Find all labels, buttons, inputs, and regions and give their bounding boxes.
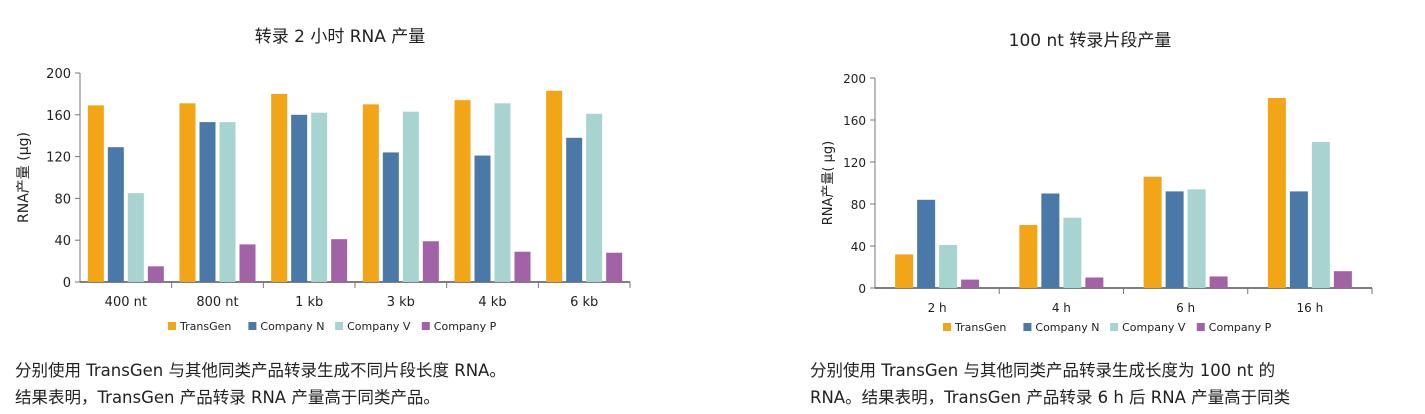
x-tick-label: 800 nt bbox=[196, 295, 238, 310]
bar-company-n bbox=[291, 114, 308, 282]
bar-company-v bbox=[1063, 217, 1082, 288]
bar-company-p bbox=[1209, 276, 1228, 288]
bar-company-n bbox=[917, 199, 936, 288]
bar-company-p bbox=[514, 251, 531, 282]
bar-company-v bbox=[402, 111, 419, 282]
legend-swatch-transgen bbox=[168, 322, 176, 330]
legend-label: Company N bbox=[260, 320, 324, 333]
bar-transgen bbox=[895, 254, 914, 288]
bar-company-n bbox=[1041, 193, 1060, 288]
legend-swatch-company-n bbox=[1023, 323, 1032, 331]
legend-label: Company N bbox=[1035, 321, 1099, 334]
bar-company-n bbox=[382, 152, 399, 282]
y-tick-label: 40 bbox=[54, 234, 71, 249]
x-tick-label: 6 h bbox=[1176, 301, 1195, 315]
bar-company-n bbox=[1289, 191, 1308, 288]
bar-company-n bbox=[199, 122, 216, 283]
bar-company-n bbox=[566, 137, 583, 282]
legend-swatch-company-p bbox=[1196, 323, 1205, 331]
y-tick-label: 120 bbox=[46, 151, 71, 166]
legend-swatch-transgen bbox=[943, 323, 951, 331]
y-tick-label: 0 bbox=[63, 276, 71, 291]
bar-company-p bbox=[1085, 277, 1104, 288]
bar-transgen bbox=[546, 90, 563, 282]
bar-company-p bbox=[422, 241, 439, 282]
bar-company-v bbox=[939, 244, 958, 288]
x-tick-label: 4 h bbox=[1052, 301, 1071, 315]
y-axis-label: RNA产量 (μg) bbox=[16, 132, 32, 223]
y-axis-label: RNA产量( μg) bbox=[821, 141, 836, 225]
y-tick-label: 200 bbox=[843, 72, 866, 86]
legend-label: TransGen bbox=[179, 320, 231, 333]
bar-company-v bbox=[1187, 189, 1206, 288]
bar-company-n bbox=[1165, 191, 1184, 288]
bar-transgen bbox=[1267, 97, 1286, 288]
legend-label: Company P bbox=[434, 320, 497, 333]
x-tick-label: 16 h bbox=[1297, 301, 1324, 315]
legend-label: TransGen bbox=[954, 321, 1006, 334]
legend-label: Company V bbox=[347, 320, 411, 333]
caption-1: 分别使用 TransGen 与其他同类产品转录生成不同片段长度 RNA。 结果表… bbox=[15, 357, 506, 411]
bar-company-v bbox=[586, 113, 603, 282]
bar-transgen bbox=[1019, 225, 1038, 288]
bar-transgen bbox=[454, 100, 471, 282]
bar-company-p bbox=[606, 252, 623, 282]
legend-swatch-company-n bbox=[248, 322, 257, 330]
legend-swatch-company-v bbox=[1110, 323, 1119, 331]
y-tick-label: 160 bbox=[843, 114, 866, 128]
y-tick-label: 200 bbox=[46, 67, 71, 82]
x-tick-label: 2 h bbox=[928, 301, 947, 315]
caption-1-line-2: 结果表明，TransGen 产品转录 RNA 产量高于同类产品。 bbox=[15, 388, 440, 407]
y-tick-label: 160 bbox=[46, 109, 71, 124]
x-tick-label: 6 kb bbox=[570, 295, 598, 310]
bar-transgen bbox=[271, 93, 288, 283]
legend-label: Company V bbox=[1122, 321, 1186, 334]
y-tick-label: 40 bbox=[851, 240, 866, 254]
bar-transgen bbox=[87, 105, 104, 283]
bar-company-p bbox=[1333, 271, 1352, 288]
bar-company-v bbox=[311, 112, 328, 283]
bar-company-v bbox=[219, 122, 236, 283]
bar-transgen bbox=[179, 103, 196, 283]
bar-company-p bbox=[961, 279, 980, 288]
x-tick-label: 3 kb bbox=[387, 295, 415, 310]
bar-company-v bbox=[1311, 142, 1330, 288]
bar-transgen bbox=[362, 104, 379, 282]
y-tick-label: 0 bbox=[858, 282, 866, 296]
caption-2-line-2: RNA。结果表明，TransGen 产品转录 6 h 后 RNA 产量高于同类 bbox=[810, 388, 1291, 407]
legend-swatch-company-v bbox=[335, 322, 344, 330]
legend-swatch-company-p bbox=[421, 322, 430, 330]
x-tick-label: 400 nt bbox=[105, 295, 147, 310]
bar-company-v bbox=[494, 103, 511, 283]
chart1: 0 40 80 120 160 200 RNA产量 (μg) 400 nt 800 nt 1 kb… bbox=[16, 67, 631, 333]
bar-transgen bbox=[1143, 176, 1162, 288]
y-tick-label: 80 bbox=[851, 198, 866, 212]
chart2: 0 40 80 120 160 200 RNA产量( μg) 2 h 4 h 6 h 16 h Tra… bbox=[821, 72, 1373, 334]
legend-label: Company P bbox=[1209, 321, 1272, 334]
caption-2-line-1: 分别使用 TransGen 与其他同类产品转录生成长度为 100 nt 的 bbox=[810, 361, 1276, 380]
x-tick-label: 1 kb bbox=[295, 295, 323, 310]
bar-company-p bbox=[239, 244, 256, 282]
bar-company-n bbox=[474, 155, 491, 282]
x-tick-label: 4 kb bbox=[478, 295, 506, 310]
bar-company-n bbox=[107, 147, 124, 282]
caption-1-line-1: 分别使用 TransGen 与其他同类产品转录生成不同片段长度 RNA。 bbox=[15, 361, 506, 380]
chart2-title: 100 nt 转录片段产量 bbox=[1008, 31, 1172, 51]
bar-company-p bbox=[331, 239, 348, 282]
caption-2: 分别使用 TransGen 与其他同类产品转录生成长度为 100 nt 的 RN… bbox=[810, 357, 1290, 411]
y-tick-label: 120 bbox=[843, 156, 866, 170]
y-tick-label: 80 bbox=[54, 192, 71, 207]
bar-company-v bbox=[127, 193, 144, 282]
bar-company-p bbox=[147, 266, 164, 282]
chart1-title: 转录 2 小时 RNA 产量 bbox=[254, 27, 426, 47]
